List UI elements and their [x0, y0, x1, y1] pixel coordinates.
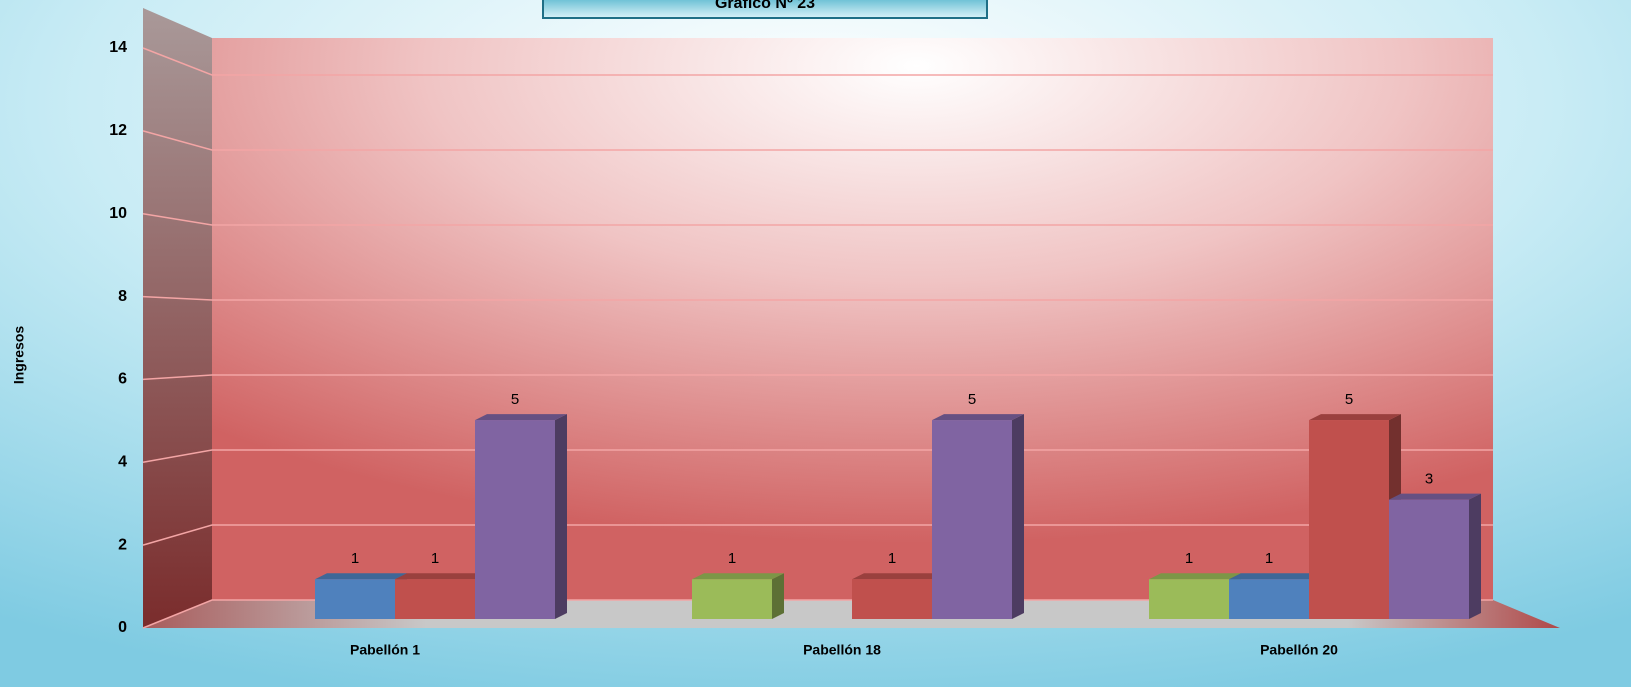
- y-tick-label: 8: [118, 288, 127, 305]
- y-tick-label: 10: [109, 205, 127, 222]
- grid-line: [142, 599, 1493, 629]
- grid-line: [142, 130, 1493, 151]
- chart-title: Gráfico Nº 23: [715, 0, 815, 12]
- value-label: 1: [1185, 550, 1193, 567]
- bar-top: [692, 573, 784, 580]
- bar-top: [475, 414, 567, 421]
- bar-top: [1149, 573, 1241, 580]
- side-wall: [143, 8, 212, 628]
- bar-top: [1229, 573, 1321, 580]
- bar: [1309, 420, 1389, 619]
- y-tick-label: 14: [109, 39, 127, 56]
- value-label: 3: [1425, 471, 1433, 488]
- x-tick-label: Pabellón 20: [1260, 642, 1338, 658]
- value-label: 1: [888, 550, 896, 567]
- bar-top: [1309, 414, 1401, 421]
- back-wall: [212, 38, 1493, 600]
- bar: [475, 420, 555, 619]
- bar-side: [772, 573, 784, 619]
- y-axis-label: Ingresos: [11, 326, 27, 385]
- grid-line: [142, 47, 1493, 76]
- value-label: 5: [1345, 391, 1353, 408]
- value-label: 1: [431, 550, 439, 567]
- y-tick-label: 4: [118, 454, 127, 471]
- value-label: 5: [968, 391, 976, 408]
- y-tick-label: 0: [118, 619, 127, 636]
- bar: [315, 579, 395, 619]
- bar: [395, 579, 475, 619]
- grid-line: [142, 295, 1493, 301]
- y-tick-label: 12: [109, 122, 127, 139]
- grid-line: [142, 449, 1493, 464]
- y-tick-label: 2: [118, 536, 127, 553]
- bar-side: [1469, 493, 1481, 619]
- x-tick-label: Pabellón 18: [803, 642, 881, 658]
- bar-top: [315, 573, 407, 580]
- bar-top: [1389, 493, 1481, 500]
- value-label: 5: [511, 391, 519, 408]
- bar-top: [395, 573, 487, 580]
- grid-line: [142, 374, 1493, 381]
- y-tick-label: 6: [118, 371, 127, 388]
- title-box: [542, 0, 988, 19]
- grid-line: [142, 524, 1493, 546]
- bar-side: [1012, 414, 1024, 619]
- bar-side: [555, 414, 567, 619]
- bar: [932, 420, 1012, 619]
- bar: [692, 579, 772, 619]
- bar: [1149, 579, 1229, 619]
- bar-top: [932, 414, 1024, 421]
- bar-top: [852, 573, 944, 580]
- value-label: 1: [1265, 550, 1273, 567]
- grid-line: [142, 212, 1493, 226]
- x-tick-label: Pabellón 1: [350, 642, 420, 658]
- value-label: 1: [351, 550, 359, 567]
- bar: [1389, 499, 1469, 619]
- value-label: 1: [728, 550, 736, 567]
- bar: [852, 579, 932, 619]
- bar: [1229, 579, 1309, 619]
